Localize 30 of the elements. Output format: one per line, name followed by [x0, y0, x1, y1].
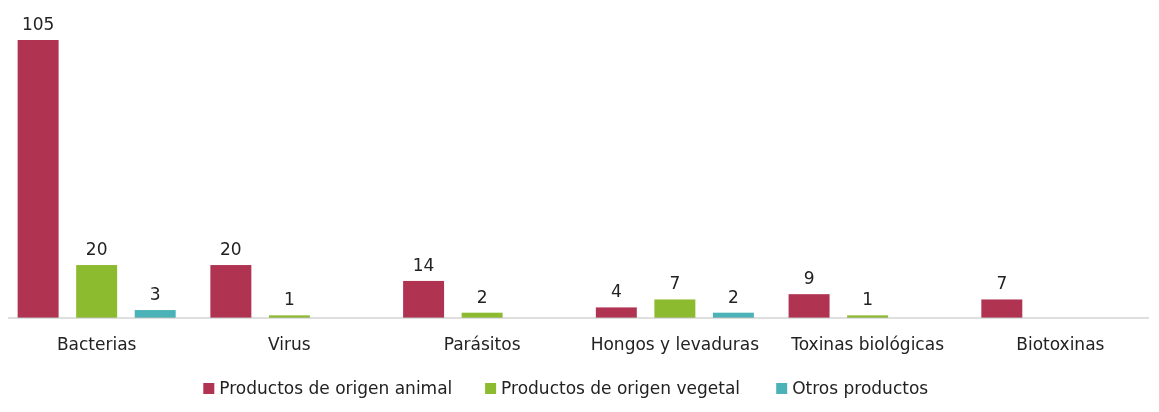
bar [654, 299, 696, 318]
legend-label: Otros productos [792, 378, 929, 398]
data-label: 4 [610, 281, 622, 302]
bar [788, 294, 830, 318]
bar [210, 265, 252, 318]
data-label: 7 [669, 273, 681, 294]
data-label: 20 [220, 239, 242, 260]
data-label: 7 [996, 273, 1008, 294]
x-tick-label: Biotoxinas [1016, 334, 1105, 354]
data-label: 3 [149, 284, 161, 305]
bar [981, 299, 1023, 318]
x-tick-label: Toxinas biológicas [790, 334, 945, 354]
bar [595, 307, 637, 318]
bar [76, 265, 118, 318]
data-label: 1 [862, 289, 874, 310]
data-label: 14 [412, 254, 435, 275]
bar [403, 280, 445, 318]
legend-label: Productos de origen animal [219, 378, 453, 398]
x-tick-label: Virus [268, 334, 311, 354]
data-label: 2 [476, 286, 488, 307]
x-tick-label: Parásitos [443, 334, 521, 354]
data-label: 1 [283, 289, 295, 310]
data-label: 105 [21, 14, 55, 34]
x-tick-label: Hongos y levaduras [590, 334, 760, 354]
data-label: 2 [727, 286, 739, 307]
data-label: 20 [85, 239, 108, 260]
data-label: 9 [803, 268, 815, 289]
legend-label: Productos de origen vegetal [501, 378, 741, 398]
x-tick-label: Bacterias [56, 334, 137, 354]
bar [17, 40, 59, 318]
